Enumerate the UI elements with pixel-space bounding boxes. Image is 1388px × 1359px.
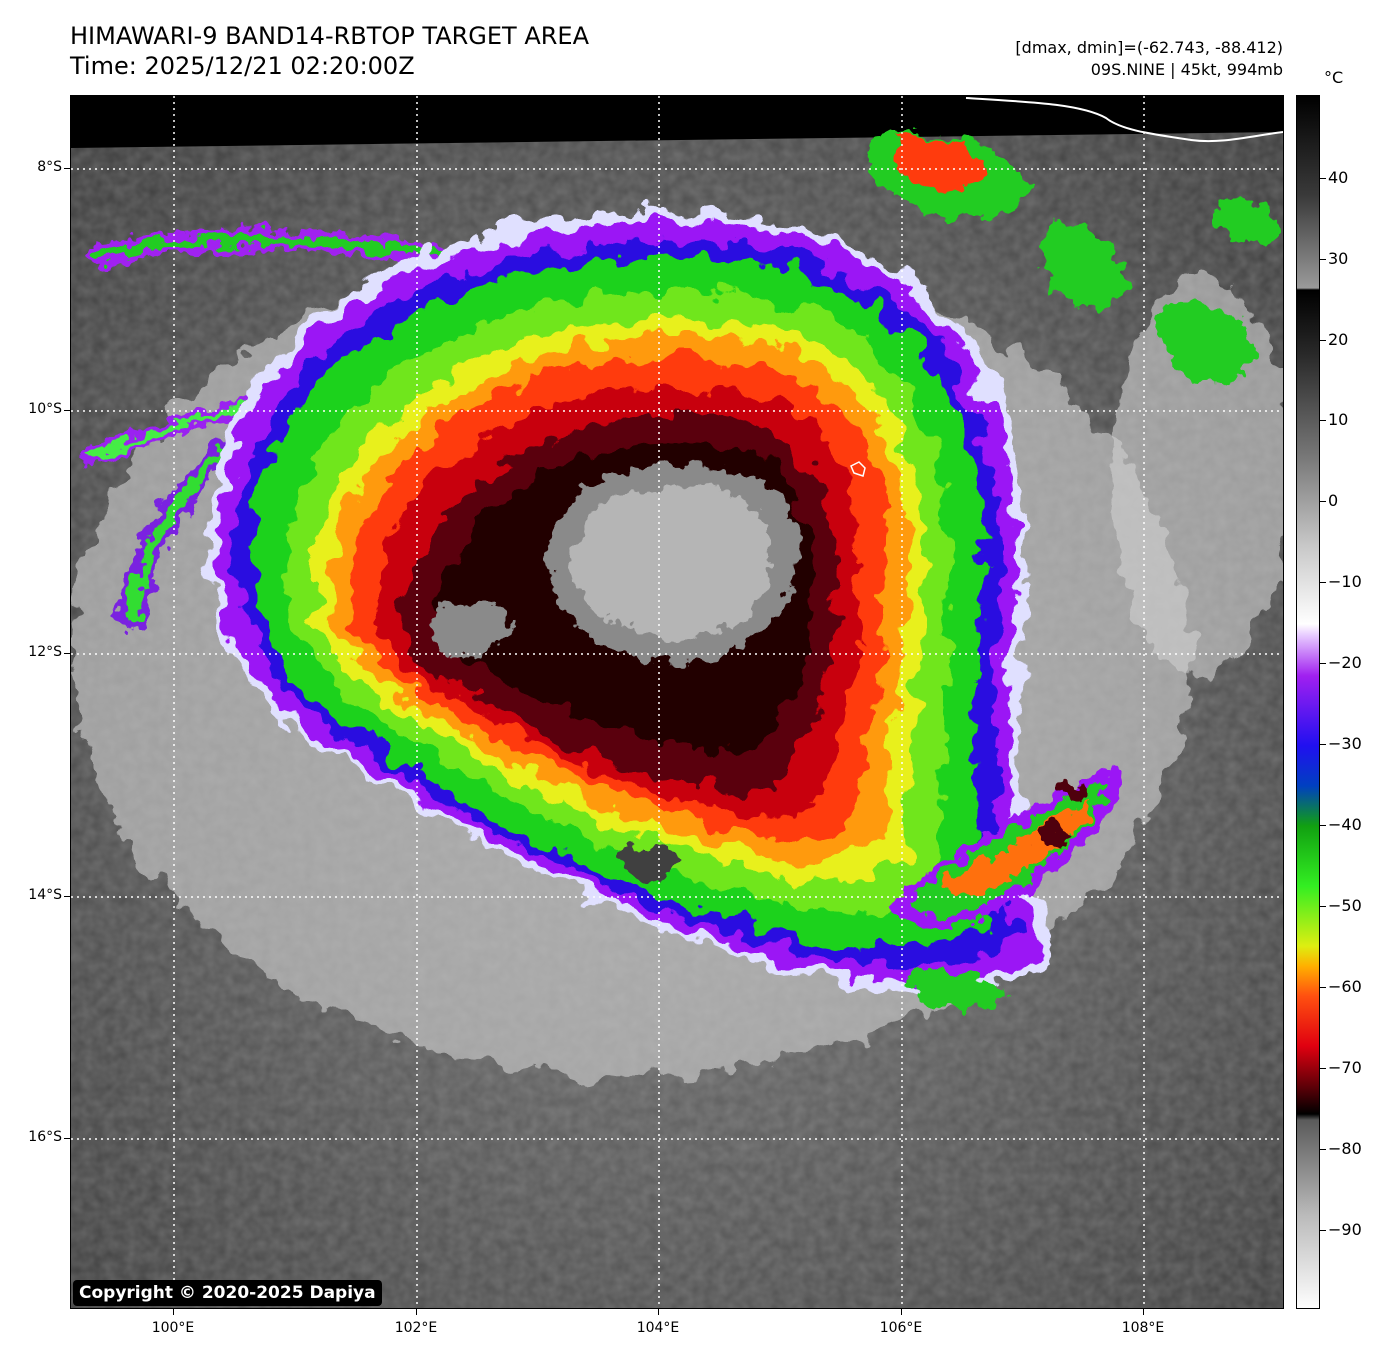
graticule (71, 96, 1283, 1308)
lon-label-108e: 108°E (1121, 1320, 1165, 1336)
lon-label-102e: 102°E (394, 1320, 438, 1336)
colorbar-tick (1320, 178, 1326, 179)
colorbar-label-30: 30 (1328, 249, 1349, 268)
colorbar-label-10: 10 (1328, 410, 1349, 429)
colorbar (1296, 95, 1320, 1309)
colorbar-tick (1320, 825, 1326, 826)
lon-tick (416, 1309, 417, 1315)
colorbar-label-minus30: −30 (1328, 734, 1362, 753)
colorbar-label-40: 40 (1328, 168, 1349, 187)
lat-tick (64, 410, 70, 411)
colorbar-tick (1320, 340, 1326, 341)
colorbar-tick (1320, 1149, 1326, 1150)
colorbar-label-minus10: −10 (1328, 572, 1362, 591)
colorbar-tick (1320, 663, 1326, 664)
lon-tick (901, 1309, 902, 1315)
cloud-top-rendering (71, 96, 1283, 1308)
colorbar-label-20: 20 (1328, 330, 1349, 349)
lat-tick (64, 896, 70, 897)
colorbar-label-minus60: −60 (1328, 977, 1362, 996)
colorbar-tick (1320, 259, 1326, 260)
colorbar-label-minus40: −40 (1328, 815, 1362, 834)
colorbar-label-minus80: −80 (1328, 1139, 1362, 1158)
lon-label-100e: 100°E (151, 1320, 195, 1336)
copyright-badge: Copyright © 2020-2025 Dapiya (73, 1280, 382, 1306)
colorbar-label-minus20: −20 (1328, 653, 1362, 672)
lon-tick (1143, 1309, 1144, 1315)
satellite-image: Copyright © 2020-2025 Dapiya (70, 95, 1284, 1309)
colorbar-label-minus90: −90 (1328, 1220, 1362, 1239)
storm-info: 09S.NINE | 45kt, 994mb (1090, 60, 1283, 79)
lat-tick (64, 1138, 70, 1139)
colorbar-tick (1320, 501, 1326, 502)
colorbar-tick (1320, 582, 1326, 583)
lon-tick (658, 1309, 659, 1315)
colorbar-tick (1320, 420, 1326, 421)
image-time: Time: 2025/12/21 02:20:00Z (70, 52, 415, 80)
colorbar-label-0: 0 (1328, 491, 1339, 510)
colorbar-tick (1320, 1068, 1326, 1069)
lat-label-14s: 14°S (28, 887, 62, 903)
lat-label-10s: 10°S (28, 401, 62, 417)
colorbar-tick (1320, 744, 1326, 745)
lon-tick (173, 1309, 174, 1315)
temperature-range: [dmax, dmin]=(-62.743, -88.412) (1015, 38, 1283, 57)
image-title: HIMAWARI-9 BAND14-RBTOP TARGET AREA (70, 22, 590, 50)
colorbar-label-minus50: −50 (1328, 896, 1362, 915)
lat-tick (64, 653, 70, 654)
colorbar-tick (1320, 987, 1326, 988)
lon-label-104e: 104°E (636, 1320, 680, 1336)
lat-label-16s: 16°S (28, 1129, 62, 1145)
lat-label-8s: 8°S (37, 159, 62, 175)
lon-label-106e: 106°E (879, 1320, 923, 1336)
colorbar-unit: °C (1324, 68, 1344, 87)
colorbar-label-minus70: −70 (1328, 1058, 1362, 1077)
colorbar-tick (1320, 1230, 1326, 1231)
lat-label-12s: 12°S (28, 644, 62, 660)
colorbar-tick (1320, 906, 1326, 907)
lat-tick (64, 168, 70, 169)
